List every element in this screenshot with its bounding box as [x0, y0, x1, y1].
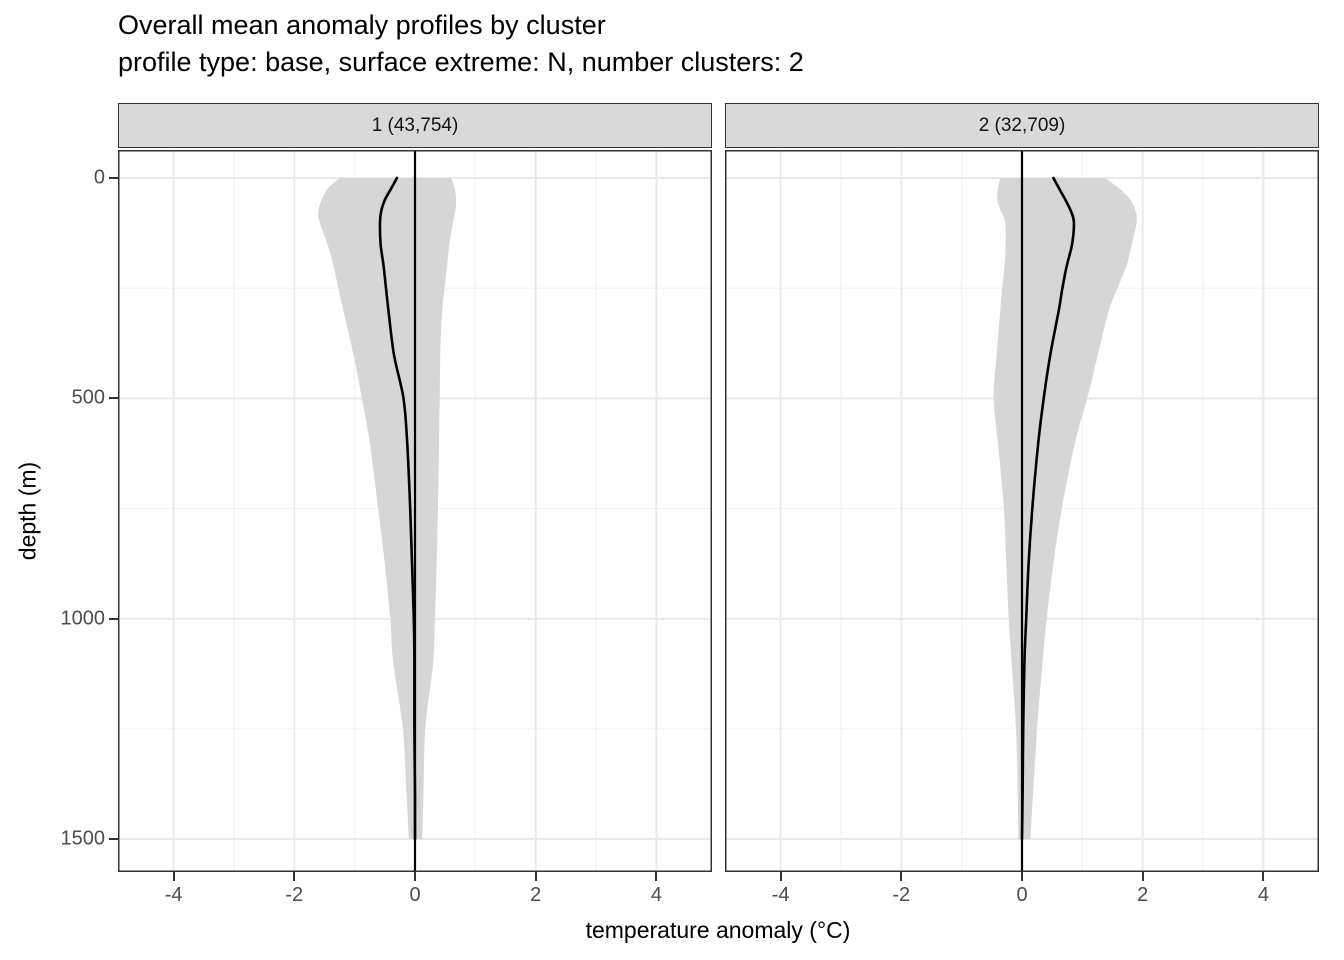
x-tick-label: 0 [1016, 884, 1028, 906]
y-tick-mark [109, 177, 118, 179]
x-tick-mark [293, 872, 296, 881]
x-tick-label: -2 [892, 884, 911, 906]
x-tick-mark [172, 872, 175, 881]
x-tick-label: 2 [1137, 884, 1149, 906]
x-tick-mark [1141, 872, 1144, 881]
y-tick-label: 1000 [60, 607, 106, 630]
x-tick-mark [414, 872, 416, 881]
y-tick-label: 500 [71, 386, 105, 409]
y-tick-mark [109, 397, 118, 400]
x-tick-label: 0 [409, 884, 421, 906]
panel-border [118, 150, 712, 872]
facet-strip-cluster-1: 1 (43,754) [118, 103, 712, 148]
y-tick-label: 1500 [60, 827, 106, 850]
mean-profile-line [1020, 176, 1076, 841]
y-axis-title: depth (m) [14, 461, 41, 561]
ribbon-band [993, 178, 1137, 839]
x-axis-title: temperature anomaly (°C) [585, 917, 851, 943]
x-tick-label: 4 [650, 884, 662, 906]
facet-panel-cluster-1 [118, 150, 712, 872]
y-tick-mark [109, 838, 118, 841]
x-tick-label: -2 [285, 884, 304, 906]
x-tick-label: -4 [164, 884, 183, 906]
x-tick-mark [534, 872, 537, 881]
x-tick-mark [900, 872, 903, 881]
facet-strip-label: 2 (32,709) [978, 114, 1066, 136]
x-tick-mark [655, 872, 658, 881]
x-tick-mark [1021, 872, 1023, 881]
x-tick-mark [1262, 872, 1265, 881]
y-tick-mark [109, 617, 118, 620]
y-tick-label: 0 [93, 166, 105, 189]
ribbon-band [318, 178, 457, 839]
facet-strip-cluster-2: 2 (32,709) [725, 103, 1319, 148]
x-tick-label: 4 [1257, 884, 1269, 906]
x-tick-label: 2 [530, 884, 542, 906]
panel-border [725, 150, 1319, 872]
x-tick-label: -4 [771, 884, 790, 906]
mean-profile-line [378, 176, 417, 841]
facet-panel-cluster-2 [725, 150, 1319, 872]
facet-strip-label: 1 (43,754) [371, 114, 459, 136]
plot-title: Overall mean anomaly profiles by cluster [118, 10, 606, 40]
plot-subtitle: profile type: base, surface extreme: N, … [118, 47, 804, 77]
x-tick-mark [779, 872, 782, 881]
